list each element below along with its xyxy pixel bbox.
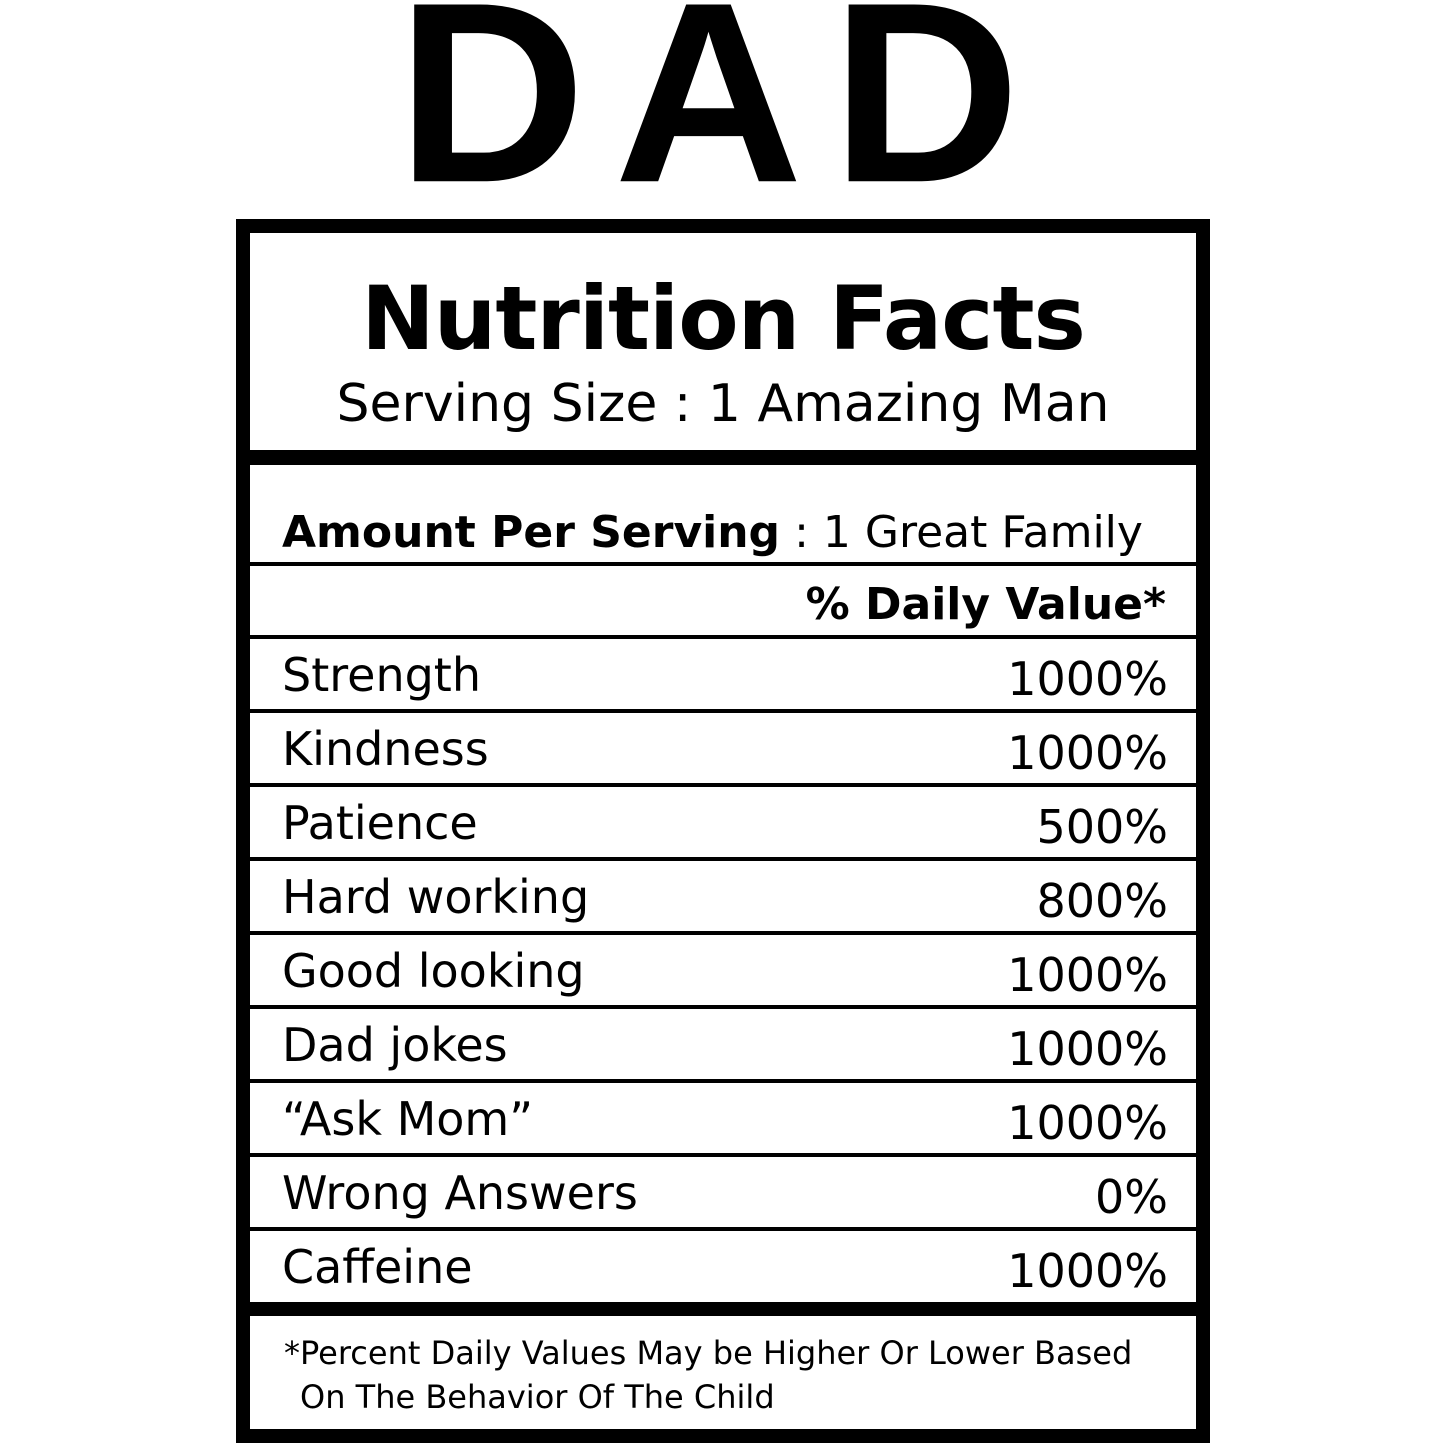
daily-value-header: % Daily Value*	[805, 579, 1166, 630]
row-name: Dad jokes	[282, 1018, 508, 1072]
row-name: Kindness	[282, 722, 489, 776]
footnote-line: On The Behavior Of The Child	[300, 1378, 775, 1416]
row-value: 1000%	[1007, 726, 1168, 780]
row-value: 1000%	[1007, 1096, 1168, 1150]
row-name: Strength	[282, 648, 481, 702]
title: DAD	[396, 0, 1049, 237]
amount-per-serving: Amount Per Serving : 1 Great Family	[282, 511, 1143, 555]
divider	[250, 1005, 1196, 1009]
row-value: 1000%	[1007, 652, 1168, 706]
heading: Nutrition Facts	[361, 267, 1086, 370]
nutrition-label: Nutrition Facts Serving Size : 1 Amazing…	[236, 219, 1210, 1443]
row-value: 0%	[1095, 1170, 1168, 1224]
divider	[250, 562, 1196, 566]
divider	[250, 1079, 1196, 1083]
row-name: “Ask Mom”	[282, 1092, 534, 1146]
footnote-line: *Percent Daily Values May be Higher Or L…	[284, 1334, 1133, 1372]
divider	[250, 1153, 1196, 1157]
row-value: 1000%	[1007, 948, 1168, 1002]
row-value: 1000%	[1007, 1244, 1168, 1298]
divider	[250, 635, 1196, 639]
row-name: Wrong Answers	[282, 1166, 638, 1220]
amount-label: Amount Per Serving	[282, 507, 781, 558]
divider	[250, 857, 1196, 861]
divider	[250, 450, 1196, 465]
divider	[250, 1227, 1196, 1231]
row-name: Hard working	[282, 870, 590, 924]
divider	[250, 709, 1196, 713]
row-value: 500%	[1036, 800, 1168, 854]
row-value: 1000%	[1007, 1022, 1168, 1076]
divider	[250, 931, 1196, 935]
row-name: Good looking	[282, 944, 585, 998]
divider	[250, 783, 1196, 787]
serving-size: Serving Size : 1 Amazing Man	[336, 374, 1110, 434]
divider	[250, 1302, 1196, 1316]
row-value: 800%	[1036, 874, 1168, 928]
amount-value: : 1 Great Family	[794, 507, 1143, 558]
row-name: Patience	[282, 796, 478, 850]
row-name: Caffeine	[282, 1240, 473, 1294]
